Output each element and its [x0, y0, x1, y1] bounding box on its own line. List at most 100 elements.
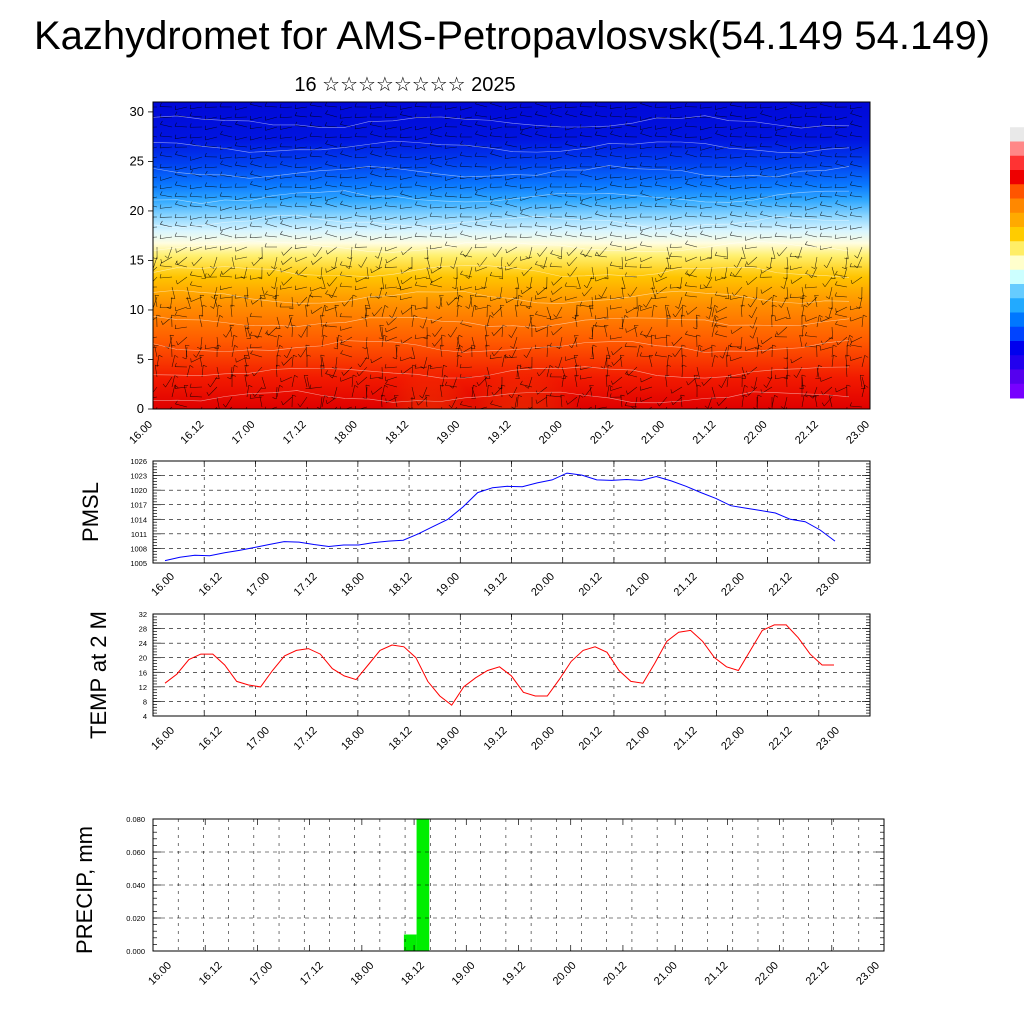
- wind-barb-flag: [835, 210, 838, 215]
- wind-barb: [372, 386, 383, 395]
- wind-barb: [385, 196, 398, 200]
- wind-barb: [198, 315, 203, 328]
- wind-barb-flag: [668, 354, 673, 358]
- wind-barb: [745, 196, 758, 200]
- wind-barb: [386, 256, 398, 264]
- wind-barb-flag: [325, 290, 328, 294]
- wind-barb-flag: [692, 417, 696, 419]
- wind-barb: [310, 236, 323, 240]
- wind-barb-flag: [834, 281, 838, 285]
- wind-barb: [850, 306, 863, 311]
- wind-barb-flag: [435, 416, 438, 418]
- wind-barb: [801, 395, 805, 408]
- wind-barb-flag: [729, 231, 733, 236]
- wind-barb: [177, 256, 188, 265]
- wind-barb-flag: [384, 284, 387, 289]
- wind-barb: [610, 126, 623, 129]
- wind-barb: [835, 163, 848, 168]
- wind-barb-flag: [294, 154, 297, 159]
- wind-barb-flag: [730, 329, 733, 334]
- wind-barb-flag: [534, 163, 537, 168]
- wind-barb: [516, 395, 519, 408]
- wind-barb: [516, 276, 520, 289]
- wind-barb: [415, 306, 428, 310]
- wind-barb-flag: [849, 171, 853, 176]
- wind-barb-flag: [564, 133, 567, 138]
- wind-barb: [177, 336, 188, 346]
- wind-barb: [747, 256, 758, 266]
- wind-barb-flag: [370, 268, 372, 273]
- wind-barb: [351, 375, 354, 388]
- wind-barb-flag: [760, 110, 763, 114]
- wind-barb-flag: [685, 330, 688, 335]
- wind-barb-flag: [845, 354, 850, 357]
- wind-barb: [171, 385, 176, 398]
- wind-barb-flag: [681, 314, 686, 317]
- wind-barb-flag: [729, 154, 732, 159]
- wind-barb-flag: [639, 144, 642, 149]
- wind-barb-flag: [340, 350, 344, 354]
- heatmap-x-tick-label: 16.12: [178, 419, 206, 447]
- wind-barb-flag: [804, 104, 807, 109]
- wind-barb: [220, 174, 233, 178]
- wind-barb-flag: [238, 414, 241, 417]
- wind-barb: [190, 396, 203, 398]
- wind-barb-flag: [834, 174, 837, 179]
- wind-barb-flag: [470, 294, 475, 297]
- wind-barb-flag: [476, 382, 480, 386]
- precip-x-tick-label: 16.12: [197, 960, 225, 988]
- wind-barb: [625, 176, 638, 181]
- wind-barb: [745, 176, 758, 179]
- wind-barb-flag: [385, 398, 387, 403]
- wind-barb-flag: [234, 364, 238, 368]
- wind-barb: [560, 395, 563, 408]
- wind-barb-flag: [249, 154, 252, 159]
- wind-barb-flag: [234, 161, 238, 166]
- wind-barb-flag: [819, 133, 822, 138]
- wind-barb-flag: [855, 306, 860, 309]
- wind-barb: [445, 156, 458, 160]
- wind-barb-flag: [375, 266, 380, 269]
- wind-barb: [460, 224, 473, 228]
- wind-barb: [670, 176, 683, 179]
- wind-barb: [320, 396, 323, 409]
- wind-barb: [365, 385, 368, 398]
- wind-barb: [762, 296, 773, 305]
- wind-barb-flag: [531, 324, 536, 327]
- wind-barb-flag: [864, 355, 869, 358]
- wind-barb: [790, 124, 803, 128]
- wind-barb-flag: [631, 406, 636, 409]
- wind-barb: [851, 336, 863, 343]
- wind-barb: [235, 196, 248, 201]
- wind-barb: [411, 365, 413, 378]
- wind-barb: [325, 293, 338, 298]
- wind-barb: [700, 215, 713, 218]
- wind-barb-flag: [193, 354, 197, 358]
- wind-barb-flag: [579, 395, 584, 398]
- wind-barb: [456, 355, 459, 368]
- wind-barb: [312, 256, 323, 265]
- wind-barb-flag: [534, 213, 537, 218]
- wind-barb: [153, 146, 158, 149]
- wind-barb-flag: [519, 154, 522, 159]
- wind-barb-flag: [325, 110, 328, 114]
- wind-barb: [820, 154, 833, 158]
- wind-barb-flag: [384, 145, 387, 150]
- wind-barb: [381, 276, 385, 289]
- wind-barb-flag: [339, 261, 343, 265]
- wind-barb: [850, 195, 863, 198]
- wind-barb: [700, 106, 713, 109]
- wind-barb-flag: [220, 230, 223, 234]
- wind-barb: [565, 234, 578, 238]
- wind-barb: [546, 395, 548, 408]
- wind-barb: [651, 305, 654, 318]
- wind-barb-flag: [686, 381, 689, 386]
- wind-barb: [760, 204, 773, 208]
- wind-barb: [745, 246, 758, 249]
- wind-barb-flag: [279, 113, 282, 118]
- wind-barb: [415, 166, 428, 169]
- wind-barb-flag: [819, 201, 823, 206]
- wind-barb-flag: [475, 120, 478, 125]
- wind-barb: [171, 375, 175, 388]
- precip-x-tick-label: 18.12: [399, 960, 427, 988]
